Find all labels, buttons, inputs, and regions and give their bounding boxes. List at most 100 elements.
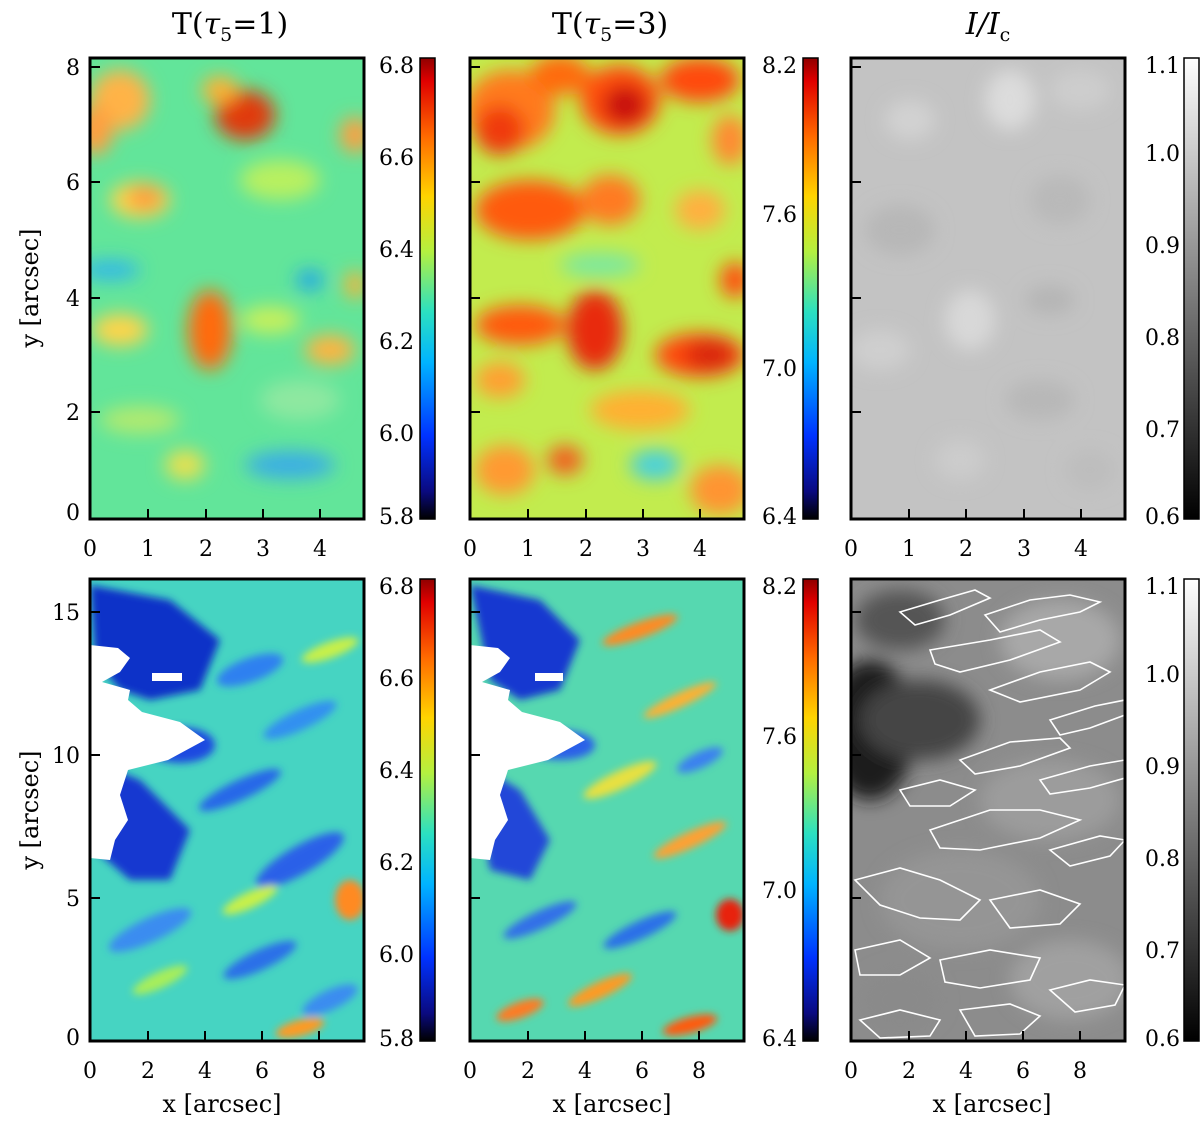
x-tick: 3 — [636, 537, 650, 562]
cb-tick: 6.4 — [762, 1027, 797, 1052]
map-intensity-bottom — [851, 579, 1125, 1041]
cb-tick: 6.2 — [379, 330, 414, 355]
y-ticks-bottom: 15 10 5 0 — [52, 601, 80, 1051]
title-t1: T(τ5=1) — [172, 7, 288, 46]
cb-tick: 6.8 — [379, 54, 414, 79]
cb-tick: 1.0 — [1145, 142, 1180, 167]
x-tick: 0 — [844, 537, 858, 562]
cb-tick: 0.7 — [1145, 939, 1180, 964]
colorbar-t1-top — [419, 57, 436, 520]
colorbar-t3-bottom — [802, 578, 819, 1042]
x-tick: 1 — [141, 537, 155, 562]
x-axis-label-2: x [arcsec] — [552, 1090, 671, 1118]
cb-tick: 5.8 — [379, 505, 414, 530]
colorbar-t3-top — [802, 57, 819, 520]
x-tick: 4 — [693, 537, 707, 562]
cb-tick: 6.6 — [379, 667, 414, 692]
cb-tick: 1.0 — [1145, 663, 1180, 688]
x-ticks-top-3: 0 1 2 3 4 — [844, 537, 1088, 562]
cb-tick: 6.8 — [379, 575, 414, 600]
cb-tick: 0.9 — [1145, 234, 1180, 259]
cb-tick: 1.1 — [1145, 575, 1180, 600]
x-tick: 1 — [521, 537, 535, 562]
colorbar-ticks-ic-top: 1.1 1.0 0.9 0.8 0.7 0.6 — [1145, 54, 1180, 530]
x-tick: 2 — [902, 1059, 916, 1084]
cb-tick: 6.4 — [379, 238, 414, 263]
x-tick: 6 — [1016, 1059, 1030, 1084]
y-tick: 15 — [52, 601, 80, 626]
x-tick: 1 — [902, 537, 916, 562]
y-tick: 6 — [66, 171, 80, 196]
y-axis-label-top: y [arcsec] — [16, 228, 44, 348]
colorbar-ticks-t3-bottom: 8.2 7.6 7.0 6.4 — [762, 575, 797, 1052]
y-tick: 2 — [66, 401, 80, 426]
x-axis-label-3: x [arcsec] — [932, 1090, 1051, 1118]
cb-tick: 1.1 — [1145, 54, 1180, 79]
colorbar-ticks-t1-top: 6.8 6.6 6.4 6.2 6.0 5.8 — [379, 54, 414, 530]
map-t3-bottom — [470, 579, 744, 1041]
x-axis-label-1: x [arcsec] — [162, 1090, 281, 1118]
colorbar-t1-bottom — [419, 578, 436, 1042]
x-tick: 4 — [313, 537, 327, 562]
cb-tick: 6.0 — [379, 943, 414, 968]
cb-tick: 7.0 — [762, 879, 797, 904]
colorbar-ticks-t1-bottom: 6.8 6.6 6.4 6.2 6.0 5.8 — [379, 575, 414, 1052]
x-tick: 0 — [83, 537, 97, 562]
x-tick: 3 — [1017, 537, 1031, 562]
contour-lines — [853, 589, 1125, 1039]
x-tick: 2 — [579, 537, 593, 562]
y-tick: 0 — [66, 1026, 80, 1051]
x-ticks-bottom-3: 0 2 4 6 8 — [844, 1059, 1087, 1084]
cb-tick: 8.2 — [762, 54, 797, 79]
cb-tick: 5.8 — [379, 1027, 414, 1052]
tickmarks-bottom — [90, 611, 1081, 1041]
x-tick: 0 — [83, 1059, 97, 1084]
cb-tick: 6.4 — [379, 759, 414, 784]
x-tick: 4 — [198, 1059, 212, 1084]
cb-tick: 6.0 — [379, 422, 414, 447]
x-tick: 2 — [959, 537, 973, 562]
masked-umbra — [470, 645, 585, 860]
cb-tick: 6.4 — [762, 505, 797, 530]
map-t3-top — [470, 58, 744, 519]
y-tick: 0 — [66, 501, 80, 526]
colorbar-ic-top — [1183, 57, 1200, 520]
cb-tick: 8.2 — [762, 575, 797, 600]
cb-tick: 0.9 — [1145, 755, 1180, 780]
x-tick: 0 — [844, 1059, 858, 1084]
map-intensity-top — [851, 58, 1125, 519]
x-tick: 3 — [256, 537, 270, 562]
x-ticks-bottom-2: 0 2 4 6 8 — [463, 1059, 706, 1084]
x-tick: 2 — [199, 537, 213, 562]
x-tick: 4 — [1074, 537, 1088, 562]
x-tick: 8 — [312, 1059, 326, 1084]
map-t1-bottom — [90, 579, 364, 1041]
y-tick: 5 — [66, 887, 80, 912]
y-ticks-top: 8 6 4 2 0 — [66, 56, 80, 526]
title-intensity: I/Ic — [965, 7, 1010, 46]
title-t3: T(τ5=3) — [552, 7, 668, 46]
x-tick: 4 — [959, 1059, 973, 1084]
x-ticks-bottom-1: 0 2 4 6 8 — [83, 1059, 326, 1084]
x-tick: 0 — [463, 1059, 477, 1084]
x-tick: 6 — [255, 1059, 269, 1084]
x-ticks-top-1: 0 1 2 3 4 — [83, 537, 327, 562]
masked-umbra — [90, 645, 205, 860]
cb-tick: 0.6 — [1145, 505, 1180, 530]
cb-tick: 6.6 — [379, 146, 414, 171]
cb-tick: 0.6 — [1145, 1027, 1180, 1052]
colorbar-ticks-t3-top: 8.2 7.6 7.0 6.4 — [762, 54, 797, 530]
cb-tick: 0.8 — [1145, 847, 1180, 872]
y-tick: 8 — [66, 56, 80, 81]
cb-tick: 7.6 — [762, 725, 797, 750]
cb-tick: 6.2 — [379, 851, 414, 876]
x-tick: 8 — [1073, 1059, 1087, 1084]
map-t1-top — [90, 58, 364, 519]
x-tick: 2 — [521, 1059, 535, 1084]
cb-tick: 7.0 — [762, 357, 797, 382]
x-ticks-top-2: 0 1 2 3 4 — [463, 537, 707, 562]
colorbar-ic-bottom — [1183, 578, 1200, 1042]
x-tick: 4 — [578, 1059, 592, 1084]
cb-tick: 0.8 — [1145, 326, 1180, 351]
